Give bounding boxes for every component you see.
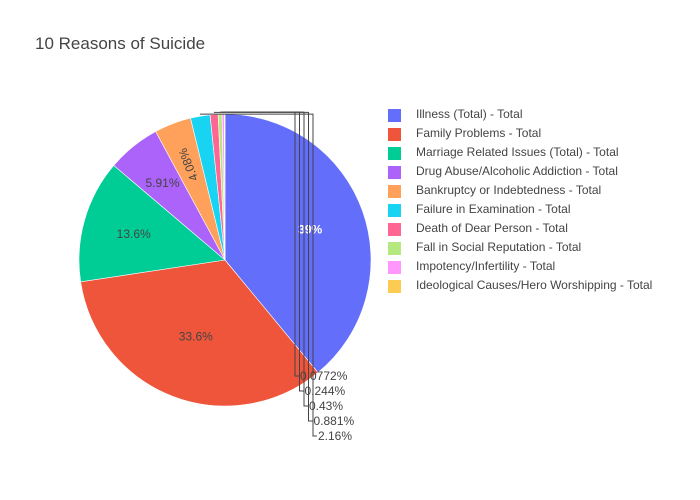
legend-swatch <box>388 223 401 236</box>
pie-slices <box>78 113 372 407</box>
pie-slice-illness-total-total[interactable] <box>224 113 372 373</box>
legend-swatch <box>388 242 401 255</box>
legend-label: Family Problems - Total <box>416 126 542 140</box>
legend-label: Fall in Social Reputation - Total <box>416 240 582 254</box>
chart-title: 10 Reasons of Suicide <box>35 34 206 53</box>
legend-swatch <box>388 280 401 293</box>
pie-slice-family-problems-total[interactable] <box>80 259 319 407</box>
slice-label: 33.6% <box>179 329 213 343</box>
legend-swatch <box>388 204 401 217</box>
legend-swatch <box>388 261 401 274</box>
slice-label: 39% <box>298 222 322 236</box>
legend-label: Marriage Related Issues (Total) - Total <box>416 145 619 159</box>
pie-slice-marriage-related-issues-total-total[interactable] <box>78 164 226 283</box>
slice-label: 0.881% <box>314 414 355 428</box>
legend-label: Death of Dear Person - Total <box>416 221 568 235</box>
slice-label: 0.43% <box>309 399 343 413</box>
slice-label: 0.244% <box>305 384 346 398</box>
legend-swatch <box>388 185 401 198</box>
slice-label: 5.91% <box>145 176 179 190</box>
slice-label: 2.16% <box>318 429 352 443</box>
legend-label: Ideological Causes/Hero Worshipping - To… <box>416 278 653 292</box>
leader-line <box>199 113 317 437</box>
legend-label: Bankruptcy or Indebtedness - Total <box>416 183 602 197</box>
legend-swatch <box>388 166 401 179</box>
slice-label: 13.6% <box>117 227 151 241</box>
legend-label: Illness (Total) - Total <box>416 107 523 121</box>
leader-line <box>213 111 313 422</box>
legend-swatch <box>388 109 401 122</box>
legend-label: Impotency/Infertility - Total <box>416 259 556 273</box>
legend-swatch <box>388 147 401 160</box>
slice-label: 0.0772% <box>300 369 348 383</box>
legend-label: Failure in Examination - Total <box>416 202 571 216</box>
legend-label: Drug Abuse/Alcoholic Addiction - Total <box>416 164 618 178</box>
legend-swatch <box>388 128 401 141</box>
